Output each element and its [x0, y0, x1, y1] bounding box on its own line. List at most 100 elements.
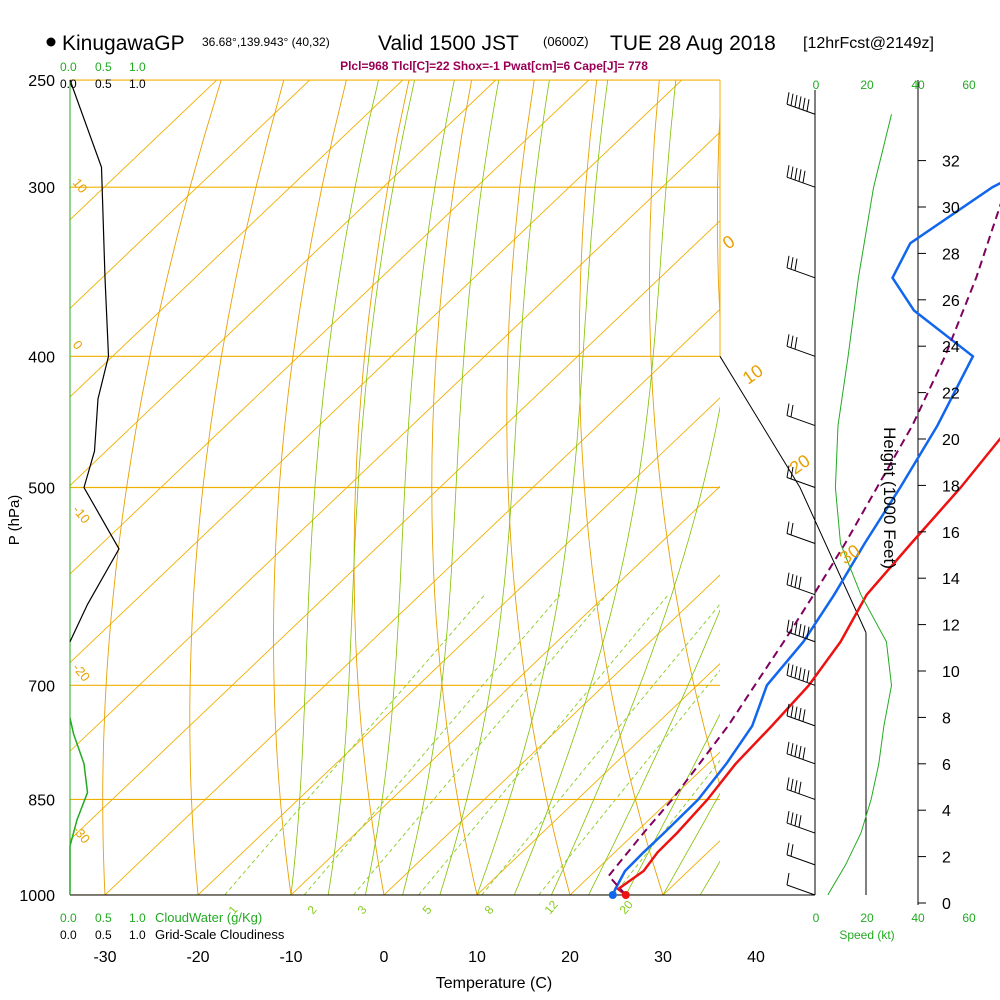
- cloudwater-scale-top-1: 0.5: [95, 60, 112, 74]
- moist-adiabat-30: [662, 792, 720, 895]
- wind-barb-staff: [786, 415, 816, 427]
- series-parcel: [607, 202, 1000, 896]
- height-tick-6: 6: [942, 757, 951, 774]
- moist-adiabat-26: [625, 713, 720, 895]
- mixing-ratio-label-12: 12: [542, 897, 562, 916]
- temperature-tick-20: 20: [561, 949, 579, 966]
- wind-barb-flag: [790, 778, 794, 791]
- wind-barb-staff: [786, 345, 816, 357]
- moist-adiabat-2: [402, 80, 500, 895]
- wind-barb-flag: [794, 813, 798, 826]
- cloudiness-scale-top-0: 0.0: [60, 77, 77, 91]
- mixing-ratio-label-8: 8: [482, 903, 497, 917]
- wind-barb-500: [786, 465, 816, 488]
- wind-barb-600: [786, 572, 816, 596]
- dry-adiabat-30: [578, 80, 664, 895]
- wind-barb-staff: [786, 788, 816, 800]
- dry-adiabat-10: [431, 80, 478, 895]
- wind-barb-flag: [794, 167, 798, 181]
- cloudiness-scale-top-2: 1.0: [129, 77, 146, 91]
- pressure-tick-500: 500: [28, 481, 55, 498]
- pressure-tick-250: 250: [28, 73, 55, 90]
- moist-adiabat-10: [476, 80, 609, 895]
- mixing-ratio-20: [613, 759, 720, 895]
- series-temperature: [615, 436, 1000, 896]
- wind-barb-flag: [786, 92, 790, 105]
- isotherm--100: [70, 80, 311, 309]
- x-axis-title: Temperature (C): [436, 975, 552, 992]
- speed-scale-bottom-1: 20: [860, 911, 874, 925]
- speed-scale-bottom-2: 40: [911, 911, 925, 925]
- speed-scale-top-1: 20: [860, 78, 874, 92]
- cloudiness-scale-top-1: 0.5: [95, 77, 112, 91]
- wind-barb-flag: [786, 465, 790, 478]
- wind-barb-flag: [790, 522, 794, 536]
- y-axis-title: P (hPa): [6, 495, 23, 546]
- wind-barb-flag: [786, 521, 790, 534]
- speed-scale-top-0: 0: [813, 78, 820, 92]
- moist-adiabat-18: [551, 405, 720, 895]
- wind-barb-flag: [786, 663, 790, 676]
- height-tick-26: 26: [942, 293, 960, 310]
- wind-barb-flag: [790, 812, 794, 825]
- moist-adiabat-label-0: 0: [719, 231, 739, 253]
- dry-adiabat-label-0: 0: [70, 337, 86, 352]
- isotherm--60: [70, 80, 683, 664]
- dry-adiabat-50: [716, 107, 720, 326]
- speed-scale-top-2: 40: [911, 78, 925, 92]
- speed-label: Speed (kt): [839, 928, 894, 942]
- wind-barb-staff: [786, 884, 816, 896]
- wind-barb-950: [786, 842, 816, 866]
- height-tick-28: 28: [942, 246, 960, 263]
- height-tick-8: 8: [942, 710, 951, 727]
- wind-barb-flag: [786, 255, 790, 268]
- sounding-series: [607, 181, 1000, 899]
- wind-barb-staff: [786, 176, 816, 188]
- wind-barb-flag: [806, 670, 810, 683]
- speed-scale-top-3: 60: [962, 78, 976, 92]
- isotherm-10: [476, 662, 720, 895]
- wind-barb-flag: [802, 747, 806, 760]
- wind-barb-flag: [786, 619, 790, 632]
- moist-adiabat-label-20: 20: [786, 450, 814, 478]
- isotherm-50: [849, 80, 1000, 895]
- wind-barb-flag: [802, 97, 806, 110]
- moist-adiabat-6: [439, 80, 550, 895]
- cloudiness-line: [69, 79, 120, 642]
- dry-adiabat-0: [353, 80, 410, 895]
- pressure-tick-300: 300: [28, 180, 55, 197]
- isotherm--50: [70, 131, 720, 752]
- dry-adiabat-40: [648, 80, 720, 787]
- wind-speed-line: [827, 114, 893, 896]
- wind-barb-550: [786, 521, 816, 545]
- dry-adiabat--10: [273, 80, 347, 895]
- wind-barb-flag: [790, 257, 794, 270]
- height-tick-20: 20: [942, 432, 960, 449]
- wind-barb-flag: [790, 166, 794, 179]
- dry-adiabat--30: [102, 80, 222, 895]
- wind-barb-staff: [786, 267, 816, 279]
- wind-barb-flag: [798, 707, 802, 721]
- wind-barb-flag: [790, 335, 794, 348]
- mixing-ratio-8: [481, 603, 720, 895]
- wind-barb-flag: [794, 780, 798, 793]
- mixing-ratio-1: [224, 594, 486, 895]
- cloudwater-scale-bottom-0: 0.0: [60, 911, 77, 925]
- isotherm-0: [383, 574, 720, 895]
- wind-barb-flag: [790, 621, 794, 634]
- dry-adiabat-20: [506, 80, 571, 895]
- wind-barb-staff: [786, 753, 816, 765]
- moist-adiabats: [290, 80, 720, 895]
- height-tick-12: 12: [942, 618, 960, 635]
- wind-barb-850: [786, 777, 816, 800]
- wind-barb-staff: [786, 715, 816, 727]
- height-tick-18: 18: [942, 478, 960, 495]
- wind-barb-flag: [794, 258, 798, 271]
- station-name: KinugawaGP: [62, 32, 185, 55]
- terrain-line: [719, 356, 867, 633]
- moist-adiabat--10: [290, 80, 379, 895]
- wind-barb-flag: [794, 666, 798, 679]
